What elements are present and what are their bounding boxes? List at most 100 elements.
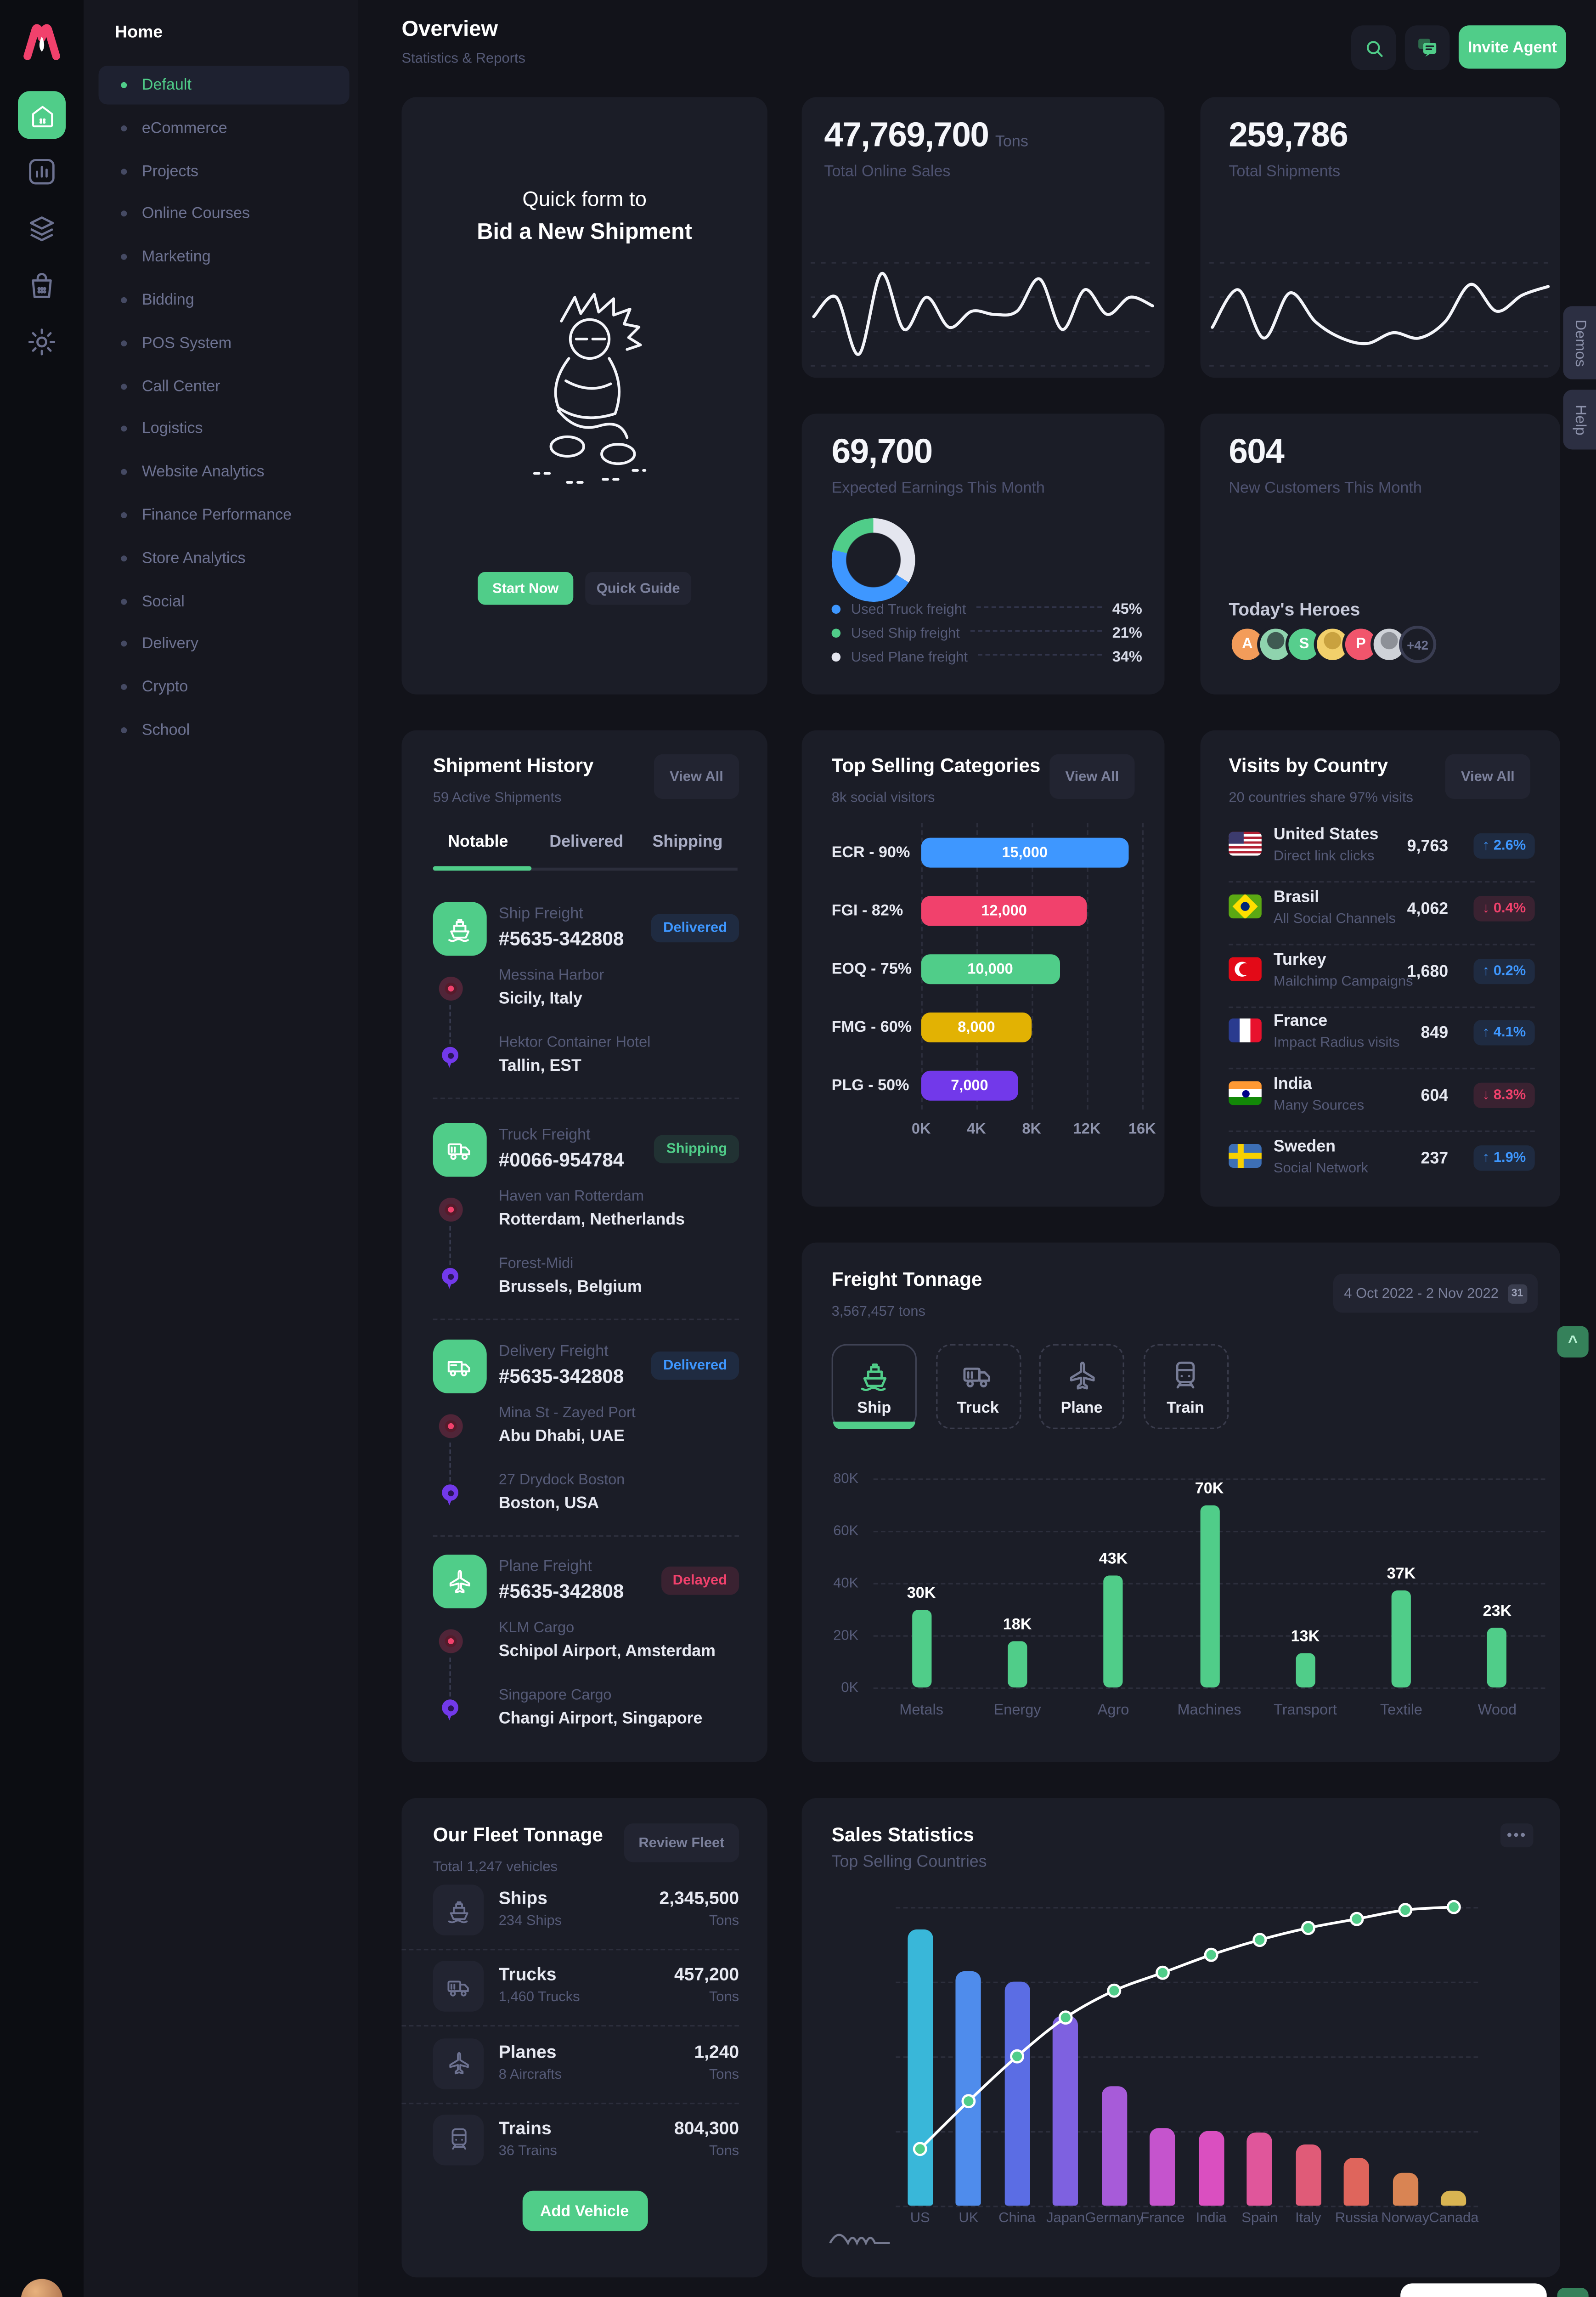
visits-card: Visits by Country 20 countries share 97%… (1200, 730, 1560, 1207)
sales-category: France (1140, 2210, 1185, 2227)
freight-tab-train[interactable]: Train (1143, 1344, 1228, 1429)
shipment-view-all-button[interactable]: View All (654, 754, 739, 799)
v-gridline (1087, 823, 1088, 1110)
sales-line-point (1398, 1903, 1413, 1918)
h-gridline (896, 2131, 1478, 2133)
sidebar-item-marketing[interactable]: Marketing (99, 238, 350, 277)
freight-tab-plane[interactable]: Plane (1039, 1344, 1124, 1429)
country-source: Impact Radius visits (1273, 1035, 1400, 1052)
freight-bar-value: 37K (1387, 1565, 1416, 1584)
shop-bag-icon[interactable] (25, 269, 58, 302)
sidebar-item-online-courses[interactable]: Online Courses (99, 195, 350, 234)
review-fleet-button[interactable]: Review Fleet (624, 1823, 739, 1862)
customize-button[interactable]: Customize (1400, 2283, 1547, 2297)
sidebar-item-ecommerce[interactable]: eCommerce (99, 109, 350, 148)
fleet-name: Trains (498, 2117, 552, 2139)
fleet-row: Planes 8 Aircrafts 1,240 Tons (401, 2037, 767, 2104)
x-axis-tick: 0K (911, 1121, 931, 1138)
quick-guide-button[interactable]: Quick Guide (585, 572, 692, 605)
avatar-more[interactable]: +42 (1399, 626, 1437, 663)
country-value: 4,062 (1407, 900, 1449, 918)
freight-bar (1295, 1653, 1315, 1688)
freight-bar-value: 30K (907, 1584, 936, 1602)
sidebar-item-school[interactable]: School (99, 711, 350, 750)
fleet-row: Trains 36 Trains 804,300 Tons (401, 2114, 767, 2180)
tab-notable[interactable]: Notable (448, 833, 508, 851)
sales-line-point (1010, 2049, 1024, 2064)
active-tab-underline (833, 1421, 915, 1429)
categories-view-all-button[interactable]: View All (1049, 754, 1135, 799)
row-separator (1229, 1068, 1535, 1070)
search-icon (1366, 40, 1382, 57)
tab-shipping[interactable]: Shipping (652, 833, 723, 851)
sidebar-item-bidding[interactable]: Bidding (99, 281, 350, 320)
status-badge: Delivered (651, 914, 739, 943)
freight-number: #5635-342808 (498, 1580, 624, 1603)
fleet-type-icon (433, 1961, 484, 2012)
sidebar-item-projects[interactable]: Projects (99, 152, 350, 191)
legend-value: 21% (1112, 625, 1142, 642)
sidebar-item-website-analytics[interactable]: Website Analytics (99, 453, 350, 492)
origin-pin-icon (439, 1414, 463, 1438)
flag-us-icon (1229, 832, 1262, 856)
home-icon[interactable] (18, 91, 66, 139)
visits-view-all-button[interactable]: View All (1445, 754, 1530, 799)
plane-icon (449, 1570, 470, 1594)
shipment-history-subtitle: 59 Active Shipments (433, 790, 562, 807)
sales-bar (1004, 1981, 1030, 2206)
chat-button[interactable] (1404, 25, 1450, 70)
sales-bar (1344, 2157, 1370, 2206)
category-label: EOQ - 75% (831, 960, 912, 979)
user-avatar[interactable] (21, 2279, 63, 2297)
sidebar-item-logistics[interactable]: Logistics (99, 410, 350, 449)
demos-edge-tab[interactable]: Demos (1563, 306, 1596, 379)
help-edge-tab[interactable]: Help (1563, 390, 1596, 450)
start-now-button[interactable]: Start Now (478, 572, 574, 605)
sidebar-item-store-analytics[interactable]: Store Analytics (99, 539, 350, 578)
origin-city: Schipol Airport, Amsterdam (498, 1642, 716, 1661)
bullet-icon (121, 684, 127, 690)
fleet-unit: Tons (709, 2066, 739, 2083)
date-range-picker[interactable]: 4 Oct 2022 - 2 Nov 2022 31 (1333, 1273, 1538, 1313)
tab-delivered[interactable]: Delivered (549, 833, 624, 851)
sales-category: Norway (1381, 2210, 1430, 2227)
fleet-type-icon (433, 1884, 484, 1935)
search-button[interactable] (1351, 25, 1396, 70)
scroll-top-button-footer[interactable]: ↑ (1557, 2288, 1589, 2297)
category-label: PLG - 50% (831, 1076, 909, 1095)
charts-icon[interactable] (25, 155, 58, 188)
freight-bar-value: 70K (1195, 1479, 1224, 1497)
sidebar-item-crypto[interactable]: Crypto (99, 668, 350, 707)
sidebar-item-delivery[interactable]: Delivery (99, 625, 350, 664)
sales-line-point (961, 2094, 976, 2109)
sidebar-item-label: Bidding (141, 291, 194, 309)
legend-label: Used Truck freight (851, 601, 966, 618)
sidebar-item-pos-system[interactable]: POS System (99, 324, 350, 363)
destination-name: Forest-Midi (498, 1256, 574, 1273)
sidebar-item-call-center[interactable]: Call Center (99, 367, 350, 406)
destination-city: Tallin, EST (498, 1057, 581, 1075)
invite-agent-button[interactable]: Invite Agent (1458, 25, 1566, 69)
fleet-value: 1,240 (694, 2041, 739, 2062)
status-badge: Shipping (654, 1135, 739, 1164)
freight-tab-truck[interactable]: Truck (935, 1344, 1021, 1429)
sidebar-item-finance-performance[interactable]: Finance Performance (99, 496, 350, 535)
x-axis-tick: 8K (1022, 1121, 1042, 1138)
metronic-logo-icon[interactable] (21, 21, 63, 63)
top-categories-subtitle: 8k social visitors (831, 790, 935, 807)
shipments-value: 259,786 (1229, 115, 1348, 154)
v-gridline (1142, 823, 1144, 1110)
sidebar-item-default[interactable]: Default (98, 66, 350, 105)
sidebar-section-title: Home (115, 24, 163, 42)
chat-icon (1418, 39, 1437, 57)
bullet-icon (121, 82, 127, 88)
sales-menu-button[interactable]: ••• (1500, 1823, 1534, 1848)
scroll-top-button[interactable]: ^ (1557, 1326, 1589, 1358)
add-vehicle-button[interactable]: Add Vehicle (522, 2190, 648, 2231)
avatar[interactable]: A (1229, 626, 1266, 663)
sidebar-item-social[interactable]: Social (99, 582, 350, 621)
layers-icon[interactable] (25, 212, 58, 245)
fleet-subtitle: Total 1,247 vehicles (433, 1859, 558, 1876)
gear-icon[interactable] (25, 326, 58, 359)
freight-tab-ship[interactable]: Ship (831, 1344, 917, 1429)
